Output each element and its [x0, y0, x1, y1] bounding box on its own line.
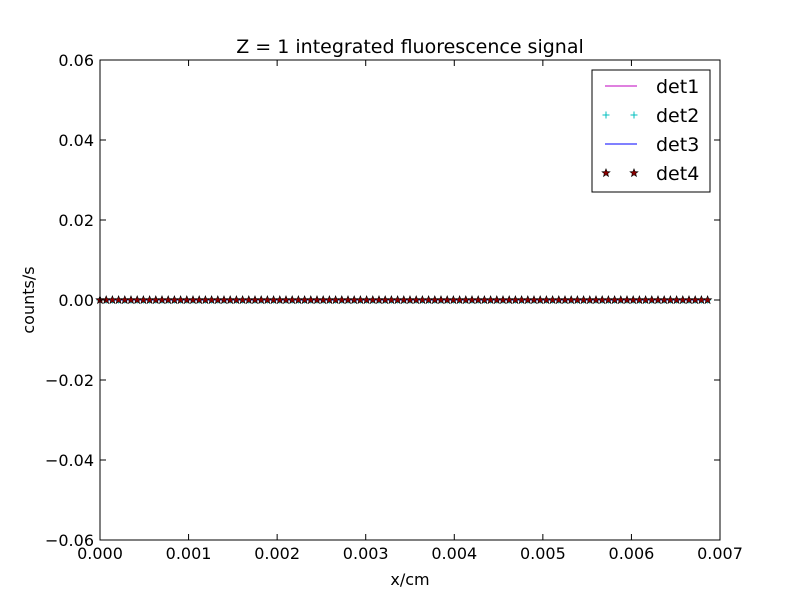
chart-title: Z = 1 integrated fluorescence signal [236, 36, 584, 58]
y-tick-label: −0.04 [45, 451, 94, 470]
legend-box [591, 69, 711, 193]
legend-entry-det1: det1 [605, 76, 699, 98]
legend-entry-det2: det2 [602, 105, 699, 127]
legend-swatch-det4 [601, 167, 611, 178]
y-tick-label: 0.02 [58, 211, 94, 230]
legend-entry-det3: det3 [605, 134, 699, 156]
series-det4 [95, 294, 713, 305]
legend: det1 det2 det3 det4 [591, 69, 711, 193]
y-tick-label: 0.00 [58, 291, 94, 310]
legend-label-det4: det4 [656, 163, 699, 185]
y-axis-label: counts/s [19, 266, 38, 333]
y-tick-label: −0.02 [45, 371, 94, 390]
x-tick-label: 0.006 [609, 544, 655, 563]
legend-swatch-det2 [602, 111, 610, 119]
legend-label-det2: det2 [656, 105, 699, 127]
x-tick-label: 0.003 [343, 544, 389, 563]
x-tick-label: 0.004 [431, 544, 477, 563]
legend-swatch-det2 [630, 111, 638, 119]
y-tick-label: 0.04 [58, 131, 94, 150]
x-tick-label: 0.002 [254, 544, 300, 563]
x-tick-label: 0.007 [697, 544, 743, 563]
y-tick-label: −0.06 [45, 531, 94, 550]
x-tick-label: 0.000 [77, 544, 123, 563]
legend-label-det1: det1 [656, 76, 699, 98]
x-axis-label: x/cm [390, 570, 429, 589]
ticks-layer: 0.000 0.001 0.002 0.003 0.004 0.005 0.006 0.007… [45, 51, 743, 563]
legend-entry-det4: det4 [601, 163, 699, 185]
y-tick-label: 0.06 [58, 51, 94, 70]
x-tick-label: 0.005 [520, 544, 566, 563]
legend-label-det3: det3 [656, 134, 699, 156]
data-point-det4 [702, 294, 713, 305]
plot-layer [95, 294, 713, 305]
legend-swatch-det4 [629, 167, 639, 178]
x-tick-label: 0.001 [166, 544, 212, 563]
